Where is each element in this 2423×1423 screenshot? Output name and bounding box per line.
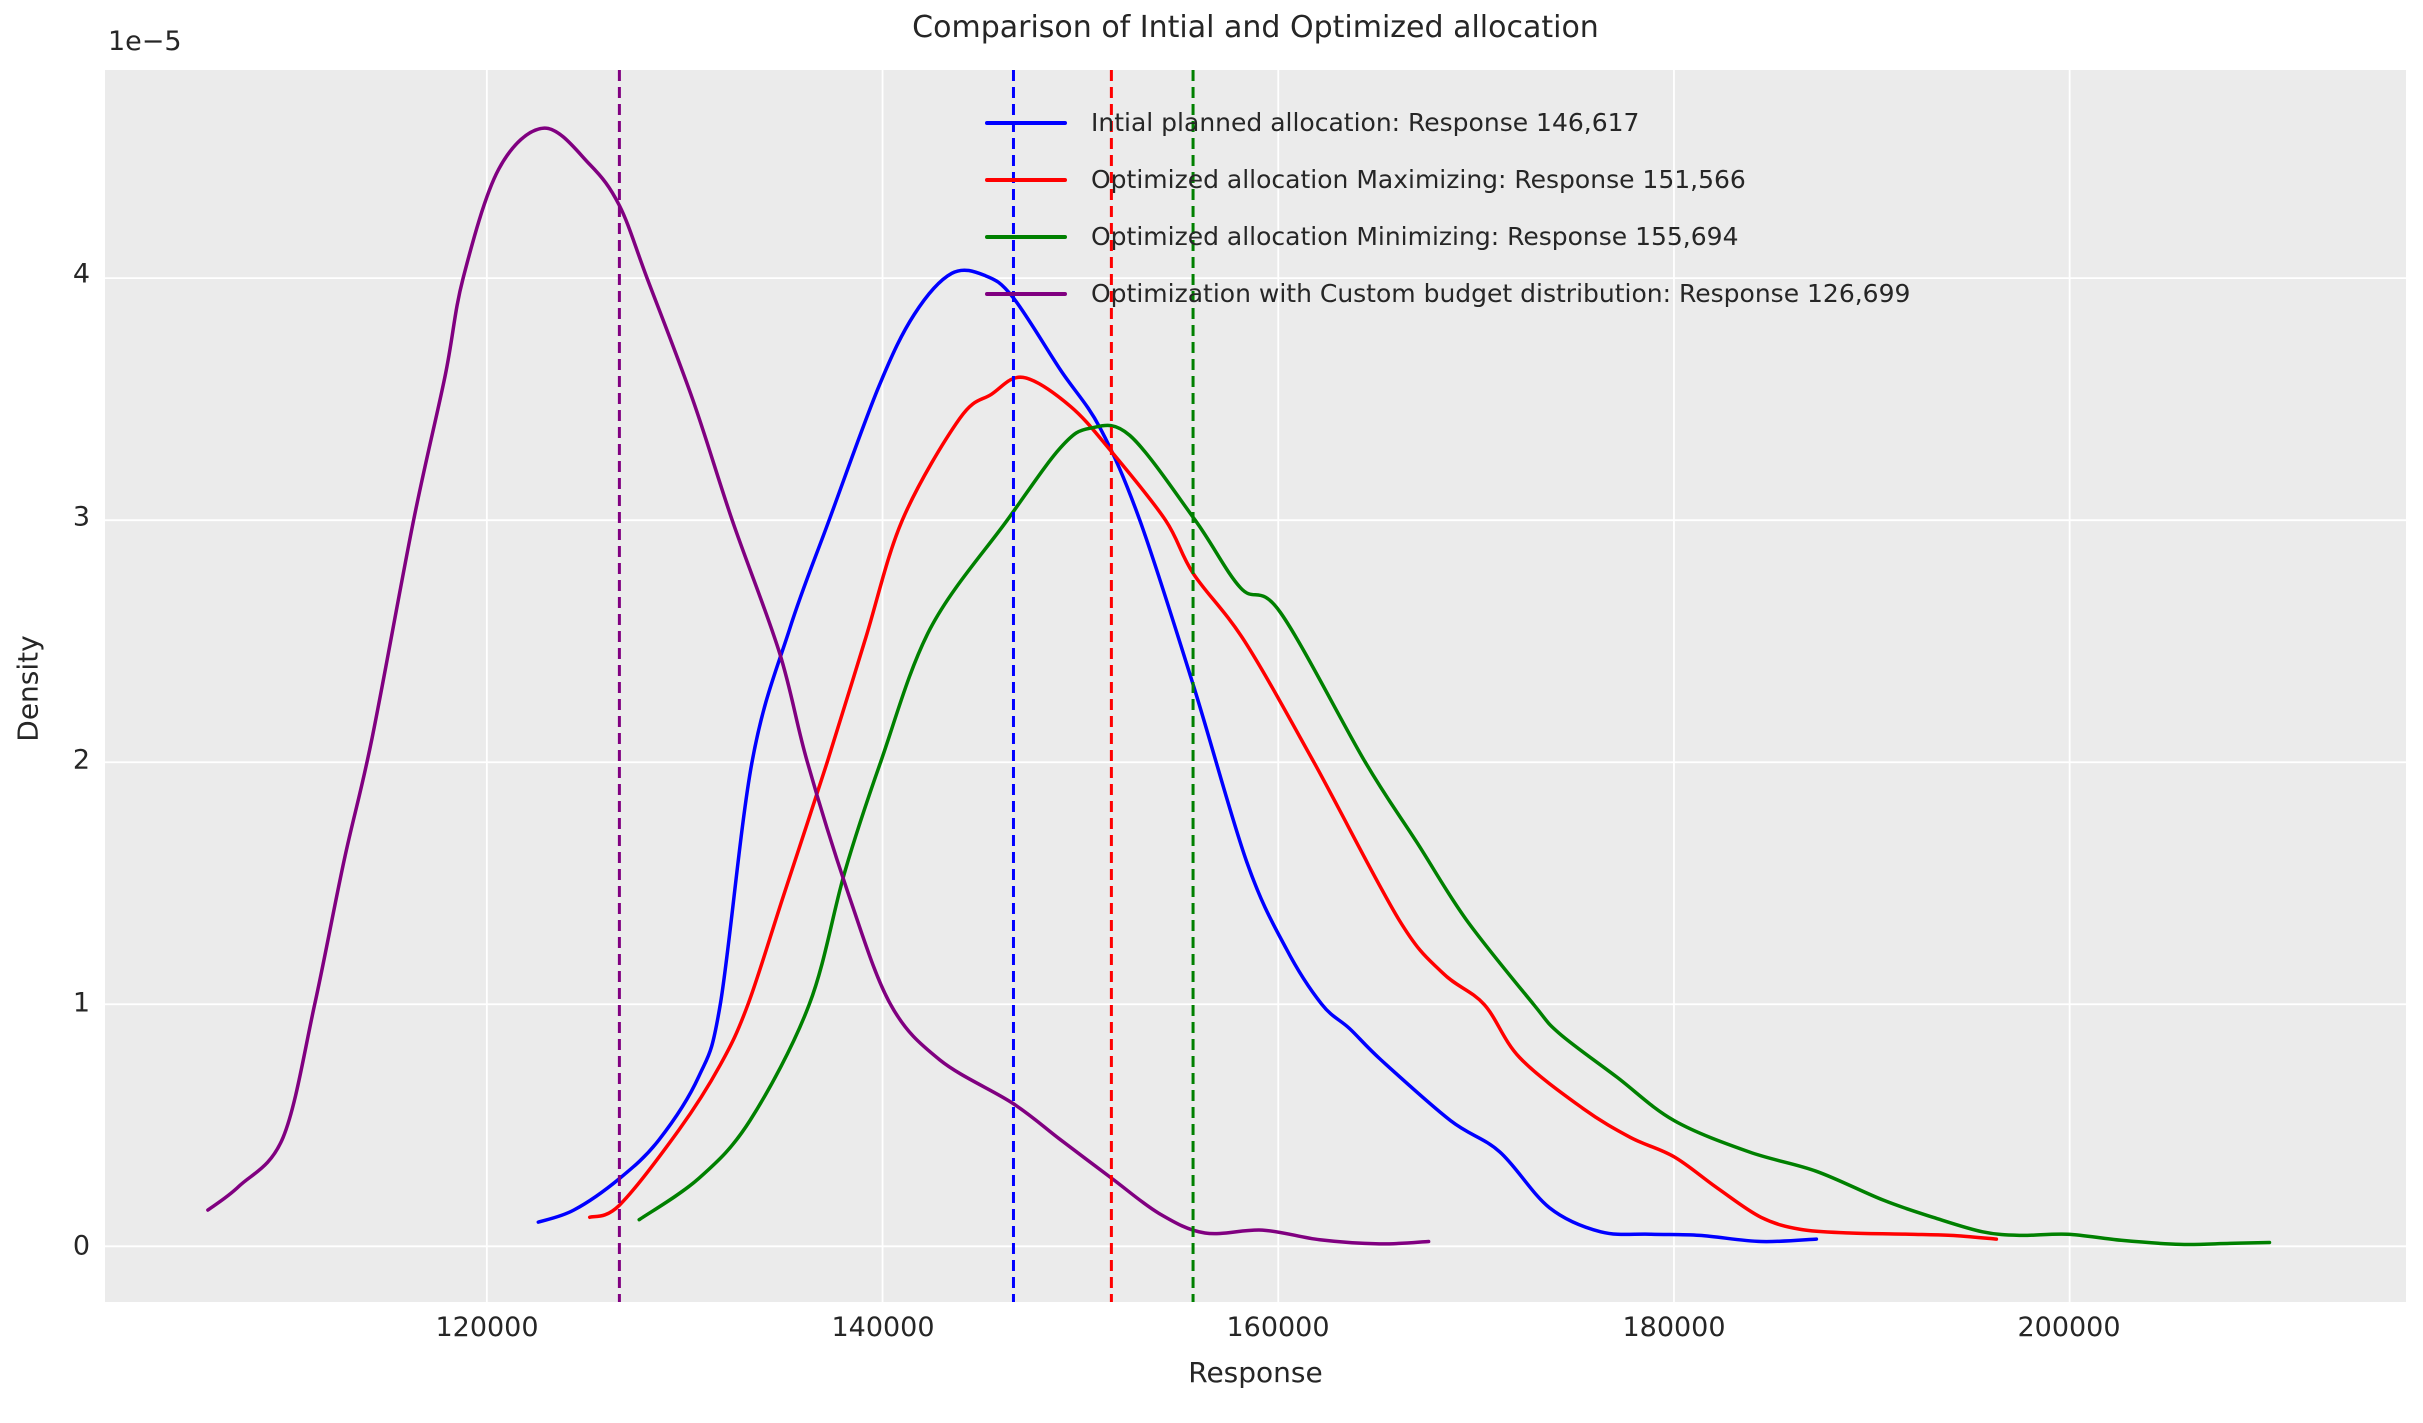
x-tick-180000: 180000: [1622, 1312, 1726, 1343]
y-tick-2: 2: [72, 744, 90, 776]
legend-line-green-icon: [985, 234, 1067, 239]
legend-row-minimizing: Optimized allocation Minimizing: Respons…: [985, 208, 1910, 265]
legend: Intial planned allocation: Response 146,…: [985, 94, 1910, 322]
y-axis-label: Density: [11, 635, 45, 742]
plot-area: [105, 70, 2406, 1302]
legend-line-blue-icon: [985, 120, 1067, 125]
y-axis-offset-text: 1e−5: [108, 26, 182, 57]
legend-row-maximizing: Optimized allocation Maximizing: Respons…: [985, 151, 1910, 208]
x-tick-160000: 160000: [1226, 1312, 1330, 1343]
x-tick-140000: 140000: [831, 1312, 935, 1343]
legend-label-minimizing: Optimized allocation Minimizing: Respons…: [1091, 222, 1739, 251]
x-tick-200000: 200000: [2017, 1312, 2121, 1343]
x-axis-label: Response: [1188, 1356, 1323, 1389]
legend-label-initial: Intial planned allocation: Response 146,…: [1091, 108, 1640, 137]
kde-curves-canvas: [105, 70, 2406, 1302]
legend-line-red-icon: [985, 177, 1067, 182]
legend-row-initial: Intial planned allocation: Response 146,…: [985, 94, 1910, 151]
legend-label-custom: Optimization with Custom budget distribu…: [1091, 279, 1911, 308]
y-tick-0: 0: [72, 1230, 90, 1262]
legend-line-purple-icon: [985, 291, 1067, 296]
legend-row-custom: Optimization with Custom budget distribu…: [985, 265, 1910, 322]
x-tick-120000: 120000: [435, 1312, 539, 1343]
y-tick-3: 3: [72, 501, 90, 533]
legend-label-maximizing: Optimized allocation Maximizing: Respons…: [1091, 165, 1746, 194]
y-tick-4: 4: [72, 258, 90, 290]
y-tick-1: 1: [72, 987, 90, 1019]
chart-title: Comparison of Intial and Optimized alloc…: [912, 10, 1599, 45]
